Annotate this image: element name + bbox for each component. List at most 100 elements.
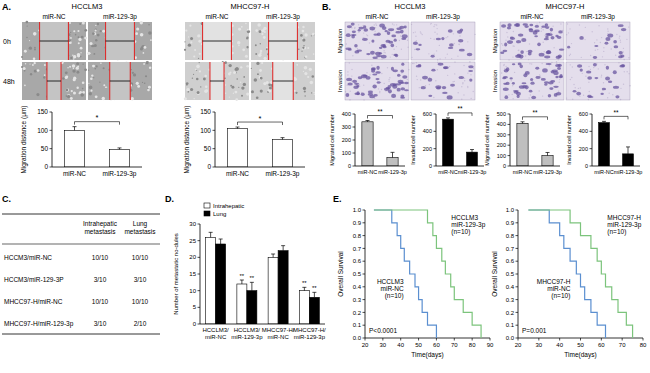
scratch-image — [251, 22, 315, 60]
cell — [502, 77, 506, 79]
pore — [628, 57, 629, 58]
texture — [33, 58, 36, 61]
x-tick-label-line: miR-129-3p — [294, 334, 326, 340]
cell — [530, 78, 533, 81]
texture — [76, 67, 79, 70]
series-label-line: miR-NC — [547, 285, 570, 292]
texture — [80, 47, 83, 50]
micrograph-bg — [500, 22, 564, 60]
x-tick — [436, 338, 437, 341]
texture — [135, 32, 138, 35]
cell — [468, 70, 473, 72]
lines — [528, 210, 632, 338]
cell — [354, 83, 359, 85]
pore — [572, 66, 573, 67]
cell — [404, 82, 409, 84]
pore — [447, 75, 448, 76]
y-tick — [363, 222, 366, 223]
cell — [400, 69, 404, 72]
scratch-gap — [106, 22, 135, 60]
pore — [531, 63, 532, 64]
row-label: Migration — [337, 29, 343, 54]
y-tick-label: 0.6 — [506, 258, 515, 264]
texture — [79, 23, 81, 25]
bars — [64, 127, 129, 167]
y-tick — [363, 312, 366, 313]
pore — [363, 32, 364, 33]
cell — [513, 90, 519, 92]
texture — [34, 47, 36, 49]
pore — [512, 85, 513, 86]
pore — [598, 68, 599, 69]
texture — [131, 69, 132, 70]
bar — [309, 297, 319, 324]
cell — [541, 78, 546, 81]
cell — [352, 80, 357, 83]
column-label: miR-129-3p — [581, 13, 615, 21]
pore — [381, 73, 382, 74]
texture — [269, 86, 272, 89]
cell — [525, 71, 530, 75]
texture — [256, 96, 259, 99]
transwell-image — [500, 22, 564, 61]
texture — [203, 77, 206, 80]
cell — [428, 95, 432, 97]
x-tick-label: HCCLM3/miR-NC — [202, 327, 229, 340]
pore — [602, 56, 603, 57]
texture — [77, 53, 81, 57]
texture — [196, 78, 199, 81]
cell — [351, 23, 355, 26]
pore — [421, 34, 422, 35]
pore — [612, 94, 613, 95]
texture — [93, 65, 94, 66]
cell — [371, 67, 376, 70]
y-tick-label: 200 — [497, 142, 506, 148]
pore — [436, 50, 437, 51]
pore — [366, 72, 367, 73]
y-tick — [50, 130, 53, 131]
y-tick — [363, 338, 366, 339]
texture — [190, 41, 192, 43]
y-tick — [508, 124, 511, 125]
legend-label: Lung — [213, 211, 226, 217]
texture — [259, 69, 262, 72]
y-tick-label: 0 — [585, 163, 588, 169]
series-label: HCCLM3miR-129-3p(n=10) — [451, 214, 485, 236]
scratch-image — [251, 62, 315, 100]
cell — [546, 50, 551, 54]
y-tick — [198, 290, 201, 291]
texture — [21, 66, 23, 68]
y-tick — [353, 153, 356, 154]
pore — [470, 74, 471, 75]
pore — [369, 74, 370, 75]
pore — [607, 31, 608, 32]
image-group-title: MHCC97-H — [546, 2, 585, 11]
pore — [387, 67, 388, 68]
pore — [584, 39, 585, 40]
significance: ** — [250, 275, 255, 281]
texture — [234, 91, 237, 94]
cell — [520, 50, 524, 54]
pore — [618, 62, 619, 63]
texture — [95, 95, 98, 98]
micrograph-frame — [500, 62, 564, 100]
significance: * — [259, 114, 262, 123]
cell — [354, 44, 358, 48]
y-tick-label: 150 — [200, 108, 211, 115]
x-tick-label-line: miR-NC — [594, 169, 614, 175]
pore — [620, 41, 621, 42]
x-tick-label: miR-NC — [438, 169, 458, 175]
pore — [595, 49, 596, 50]
texture — [310, 81, 314, 85]
texture — [311, 92, 312, 93]
pore — [454, 81, 455, 82]
x-tick-label: miR-129-3p — [533, 169, 562, 175]
texture — [43, 76, 45, 78]
series-label-line: (n=10) — [551, 292, 570, 300]
micrograph-frame — [411, 22, 475, 60]
texture — [136, 27, 139, 30]
x-tick-label: 40 — [556, 342, 563, 348]
x-tick-label-line: miR-129-3p — [458, 169, 487, 175]
pore — [407, 79, 408, 80]
cell — [516, 40, 521, 43]
